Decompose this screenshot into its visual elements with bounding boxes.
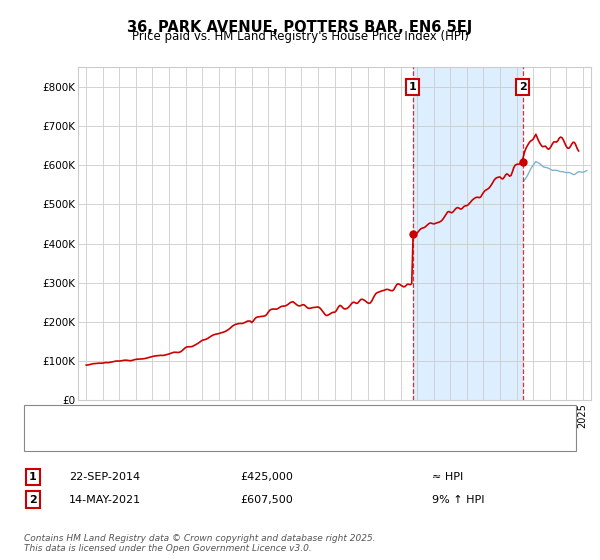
Text: ≈ HPI: ≈ HPI bbox=[432, 472, 463, 482]
Text: ——: —— bbox=[48, 433, 73, 446]
Text: 36, PARK AVENUE, POTTERS BAR, EN6 5EJ (semi-detached house): 36, PARK AVENUE, POTTERS BAR, EN6 5EJ (s… bbox=[84, 413, 425, 423]
Text: 1: 1 bbox=[29, 472, 37, 482]
Text: Contains HM Land Registry data © Crown copyright and database right 2025.
This d: Contains HM Land Registry data © Crown c… bbox=[24, 534, 376, 553]
Text: £425,000: £425,000 bbox=[240, 472, 293, 482]
Text: ——: —— bbox=[48, 411, 73, 424]
Text: 22-SEP-2014: 22-SEP-2014 bbox=[69, 472, 140, 482]
Text: 2: 2 bbox=[29, 494, 37, 505]
Text: 1: 1 bbox=[409, 82, 416, 92]
Text: 2: 2 bbox=[519, 82, 527, 92]
Text: 14-MAY-2021: 14-MAY-2021 bbox=[69, 494, 141, 505]
Text: Price paid vs. HM Land Registry's House Price Index (HPI): Price paid vs. HM Land Registry's House … bbox=[131, 30, 469, 43]
Text: 9% ↑ HPI: 9% ↑ HPI bbox=[432, 494, 485, 505]
Bar bbox=[413, 67, 523, 400]
Text: HPI: Average price, semi-detached house, Hertsmere: HPI: Average price, semi-detached house,… bbox=[84, 435, 361, 444]
Text: 36, PARK AVENUE, POTTERS BAR, EN6 5EJ: 36, PARK AVENUE, POTTERS BAR, EN6 5EJ bbox=[127, 20, 473, 35]
Text: £607,500: £607,500 bbox=[240, 494, 293, 505]
